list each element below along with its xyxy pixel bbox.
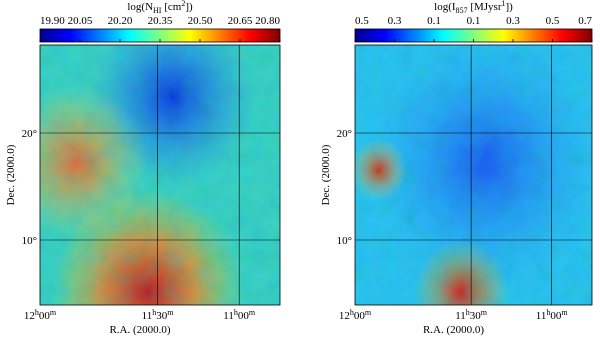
y-axis-label: Dec. (2000.0) (5, 144, 17, 205)
text-part: 10 (337, 235, 349, 247)
colorbar-tick-label: 20.20 (108, 15, 133, 27)
text-part: 12 (339, 310, 350, 322)
text-part: 12 (24, 310, 35, 322)
text-part: 11 (223, 310, 234, 322)
text-part: m (561, 308, 568, 317)
text-part: ]) (185, 1, 193, 13)
colorbar-tick-label: 20.50 (188, 15, 213, 27)
text-part: 00 (238, 310, 250, 322)
text-part: h (466, 308, 470, 317)
x-tick-label: 11h30m (455, 308, 488, 322)
text-part: 11 (536, 310, 547, 322)
map-frame (354, 44, 593, 306)
text-part: ° (348, 128, 352, 140)
x-axis-label: R.A. (2000.0) (423, 324, 484, 336)
text-part: h (350, 308, 354, 317)
text-part: 30 (156, 310, 168, 322)
colorbar-tick-label: 0.3 (506, 15, 520, 27)
colorbar-tick-label: 0.5 (546, 15, 560, 27)
colorbar-tick-label: 0.1 (467, 15, 481, 27)
colorbar-tick-label: 0.5 (355, 15, 369, 27)
text-part: h (546, 308, 550, 317)
colorbar-tick-label: 0.1 (427, 15, 441, 27)
y-axis-label: Dec. (2000.0) (320, 144, 332, 205)
text-part: 20 (22, 128, 34, 140)
x-tick-label: 11h00m (536, 308, 569, 322)
x-tick-label: 12h00m (24, 308, 57, 322)
text-part: m (167, 308, 174, 317)
text-part: 00 (550, 310, 562, 322)
colorbar-tick-label: 0.7 (578, 15, 592, 27)
x-tick-label: 12h00m (339, 308, 372, 322)
text-part: h (152, 308, 156, 317)
text-part: 30 (470, 310, 482, 322)
text-part: 11 (455, 310, 466, 322)
text-part: h (234, 308, 238, 317)
y-tick-label: 10° (22, 235, 37, 247)
text-part: 11 (142, 310, 153, 322)
panel: log(I857 [MJysr1]) 0.5 0.3 0.1 0.1 0.3 0.5 0.7 2… (320, 0, 593, 336)
colorbar-tick-label: 19.90 (40, 15, 65, 27)
colorbar-label: log(NHI [cm2]) (127, 0, 193, 15)
text-part: [cm (161, 1, 181, 13)
text-part: ° (33, 128, 37, 140)
x-tick-label: 11h30m (142, 308, 175, 322)
colorbar-tick-label: 20.05 (68, 15, 93, 27)
text-part: h (35, 308, 39, 317)
text-part: log(N (127, 1, 153, 13)
text-part: HI (153, 6, 162, 15)
y-tick-label: 20° (22, 128, 37, 140)
text-part: log(I (434, 1, 456, 13)
text-part: [MJysr (468, 1, 502, 13)
y-tick-label: 20° (337, 128, 352, 140)
text-part: m (249, 308, 256, 317)
x-tick-label: 11h00m (223, 308, 256, 322)
map-texture (355, 45, 592, 305)
text-part: 1 (501, 0, 505, 8)
panel: log(NHI [cm2])19.90 20.05 20.20 20.35 20.50 2… (5, 0, 281, 336)
text-part: 00 (39, 310, 51, 322)
colorbar-tick-label: 20.80 (255, 15, 280, 27)
y-tick-label: 10° (337, 235, 352, 247)
map-frame (39, 44, 281, 306)
colorbar-tick-label: 20.65 (228, 15, 253, 27)
text-part: ]) (505, 1, 513, 13)
text-part: m (481, 308, 488, 317)
colorbar-tick-label: 0.3 (388, 15, 402, 27)
map-texture (40, 45, 280, 305)
text-part: 857 (456, 6, 468, 15)
text-part: 20 (337, 128, 349, 140)
text-part: m (365, 308, 372, 317)
text-part: 00 (354, 310, 366, 322)
colorbar-label: log(I857 [MJysr1]) (434, 0, 513, 15)
text-part: 2 (181, 0, 185, 8)
text-part: ° (33, 235, 37, 247)
text-part: 10 (22, 235, 34, 247)
text-part: m (50, 308, 57, 317)
x-axis-label: R.A. (2000.0) (109, 324, 170, 336)
colorbar-tick-label: 20.35 (148, 15, 173, 27)
text-part: ° (348, 235, 352, 247)
